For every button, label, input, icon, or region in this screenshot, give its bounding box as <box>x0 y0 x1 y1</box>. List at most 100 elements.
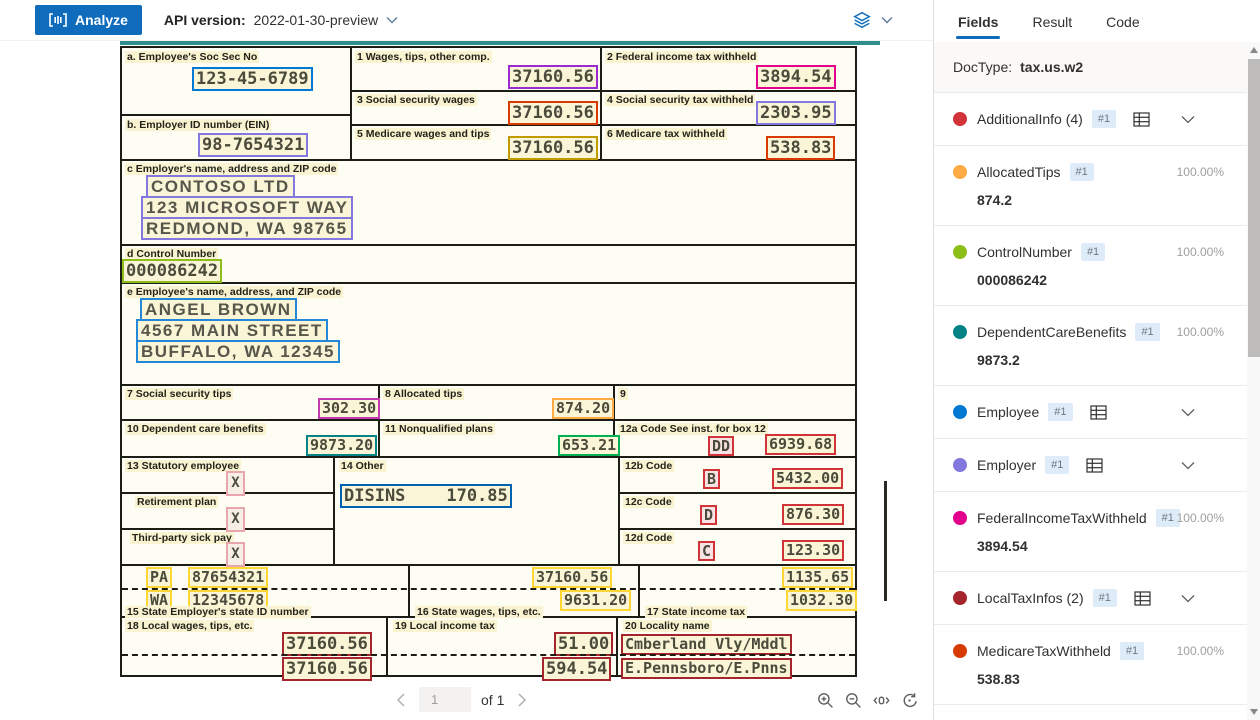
table-icon[interactable] <box>1089 404 1107 420</box>
box-12b-code[interactable]: B <box>703 469 721 489</box>
zoom-out-icon[interactable] <box>841 688 865 712</box>
box-1-value[interactable]: 37160.56 <box>508 65 598 89</box>
field-row[interactable]: Employee #1 <box>934 386 1260 439</box>
fit-page-icon[interactable] <box>869 688 893 712</box>
statutory-employee-checkbox[interactable]: X <box>226 471 245 496</box>
employer-street[interactable]: 123 MICROSOFT WAY <box>141 196 354 219</box>
viewer-bottom-toolbar: of 1 <box>0 682 933 720</box>
control-number-value[interactable]: 000086242 <box>122 259 223 283</box>
box-b-value[interactable]: 98-7654321 <box>198 133 309 157</box>
prev-page-icon[interactable] <box>393 691 409 709</box>
table-icon[interactable] <box>1086 457 1103 473</box>
chevron-down-icon[interactable] <box>1181 408 1195 417</box>
third-party-sick-pay-checkbox[interactable]: X <box>226 542 245 567</box>
document-viewer[interactable]: a. Employee's Soc Sec No 123-45-6789 b. … <box>0 41 933 682</box>
field-row[interactable]: Employer #1 <box>934 439 1260 492</box>
local-row1-tax[interactable]: 51.00 <box>554 632 614 656</box>
field-row[interactable]: MedicareTaxWithheld #1 100.00% 538.83 <box>934 625 1260 705</box>
scroll-down-icon[interactable] <box>1250 709 1258 715</box>
box-11-value[interactable]: 653.21 <box>558 435 621 456</box>
field-confidence: 100.00% <box>1176 245 1224 259</box>
retirement-plan-checkbox[interactable]: X <box>226 507 245 532</box>
box-12b-value[interactable]: 5432.00 <box>772 468 844 489</box>
scroll-up-icon[interactable] <box>1250 47 1258 53</box>
field-row-header[interactable]: LocalTaxInfos (2) #1 <box>934 572 1260 624</box>
field-occurrence-badge: #1 <box>1092 589 1117 607</box>
field-row-header[interactable]: FederalIncomeTaxWithheld #1 100.00% <box>934 492 1260 544</box>
field-row-header[interactable]: Employee #1 <box>934 386 1260 438</box>
tab-result[interactable]: Result <box>1030 4 1074 39</box>
field-row[interactable]: AllocatedTips #1 100.00% 874.2 <box>934 146 1260 226</box>
state-row1-tax[interactable]: 1135.65 <box>782 567 854 588</box>
field-row[interactable]: DependentCareBenefits #1 100.00% 9873.2 <box>934 306 1260 386</box>
table-icon[interactable] <box>1133 111 1150 127</box>
field-name: MedicareTaxWithheld <box>977 643 1111 659</box>
state-row2-wages[interactable]: 9631.20 <box>560 590 632 611</box>
box-2-value[interactable]: 3894.54 <box>756 65 836 89</box>
field-name: AdditionalInfo (4) <box>977 111 1083 127</box>
field-row-header[interactable]: Employer #1 <box>934 439 1260 491</box>
box-7-value[interactable]: 302.30 <box>318 398 381 419</box>
field-row-header[interactable]: AdditionalInfo (4) #1 <box>934 93 1260 145</box>
chevron-down-icon[interactable] <box>1181 115 1195 124</box>
field-row-header[interactable]: DependentCareBenefits #1 100.00% <box>934 306 1260 358</box>
employee-name[interactable]: ANGEL BROWN <box>140 298 297 321</box>
state-row2-state[interactable]: WA <box>146 590 173 611</box>
rotate-icon[interactable] <box>897 688 921 712</box>
local-row2-tax[interactable]: 594.54 <box>542 657 612 681</box>
box-3-value[interactable]: 37160.56 <box>508 101 598 125</box>
local-row2-wages[interactable]: 37160.56 <box>282 657 372 681</box>
state-row2-id[interactable]: 12345678 <box>188 590 269 611</box>
box-12a-code[interactable]: DD <box>708 436 735 456</box>
next-page-icon[interactable] <box>514 691 530 709</box>
field-row[interactable]: ControlNumber #1 100.00% 000086242 <box>934 226 1260 306</box>
table-icon[interactable] <box>1134 590 1151 606</box>
local-row1-locality[interactable]: Cmberland Vly/Mddl <box>621 634 792 655</box>
box-6-value[interactable]: 538.83 <box>766 136 836 160</box>
scrollbar[interactable] <box>1247 43 1260 720</box>
doctype-row: DocType: tax.us.w2 <box>934 42 1260 93</box>
api-version-value[interactable]: 2022-01-30-preview <box>253 12 379 28</box>
box-12d-value[interactable]: 123.30 <box>782 540 845 561</box>
fields-panel: Fields Result Code DocType: tax.us.w2 Ad… <box>933 0 1260 720</box>
box-10-value[interactable]: 9873.20 <box>306 435 378 456</box>
tab-code[interactable]: Code <box>1104 4 1141 39</box>
employee-street[interactable]: 4567 MAIN STREET <box>136 319 328 342</box>
scrollbar-thumb[interactable] <box>1248 59 1260 357</box>
box-4-value[interactable]: 2303.95 <box>756 101 836 125</box>
box-12d-code[interactable]: C <box>698 541 716 561</box>
local-row2-locality[interactable]: E.Pennsboro/E.Pnns <box>621 658 792 679</box>
field-row-header[interactable]: ControlNumber #1 100.00% <box>934 226 1260 278</box>
layers-icon[interactable] <box>853 11 871 29</box>
chevron-down-icon[interactable] <box>386 16 398 24</box>
employer-name[interactable]: CONTOSO LTD <box>146 175 295 198</box>
box-8-value[interactable]: 874.20 <box>552 398 615 419</box>
box-12c-value[interactable]: 876.30 <box>782 504 845 525</box>
field-row[interactable]: AdditionalInfo (4) #1 <box>934 93 1260 146</box>
page-number-input[interactable] <box>419 687 471 712</box>
field-row-header[interactable]: AllocatedTips #1 100.00% <box>934 146 1260 198</box>
chevron-down-icon[interactable] <box>1181 461 1195 470</box>
state-row1-id[interactable]: 87654321 <box>188 567 269 588</box>
field-row-header[interactable]: MedicareTaxWithheld #1 100.00% <box>934 625 1260 677</box>
state-row2-tax[interactable]: 1032.30 <box>786 590 858 611</box>
box-14-value[interactable]: DISINS 170.85 <box>340 484 512 508</box>
state-row1-wages[interactable]: 37160.56 <box>532 567 613 588</box>
zoom-in-icon[interactable] <box>813 688 837 712</box>
chevron-down-icon[interactable] <box>881 16 893 24</box>
box-a-value[interactable]: 123-45-6789 <box>192 67 313 91</box>
field-row[interactable]: MedicareWagesAndTips #1 100.00% <box>934 705 1260 720</box>
chevron-down-icon[interactable] <box>1181 594 1195 603</box>
local-row1-wages[interactable]: 37160.56 <box>282 632 372 656</box>
box-12c-code[interactable]: D <box>700 505 718 525</box>
state-row1-state[interactable]: PA <box>146 567 173 588</box>
analyze-button[interactable]: Analyze <box>35 5 142 35</box>
field-row-header[interactable]: MedicareWagesAndTips #1 100.00% <box>934 705 1260 720</box>
box-5-value[interactable]: 37160.56 <box>508 136 598 160</box>
tab-fields[interactable]: Fields <box>956 4 1001 39</box>
box-12a-value[interactable]: 6939.68 <box>765 434 837 455</box>
employee-city-zip[interactable]: BUFFALO, WA 12345 <box>136 340 340 363</box>
employer-city-zip[interactable]: REDMOND, WA 98765 <box>141 217 353 240</box>
field-row[interactable]: FederalIncomeTaxWithheld #1 100.00% 3894… <box>934 492 1260 572</box>
field-row[interactable]: LocalTaxInfos (2) #1 <box>934 572 1260 625</box>
